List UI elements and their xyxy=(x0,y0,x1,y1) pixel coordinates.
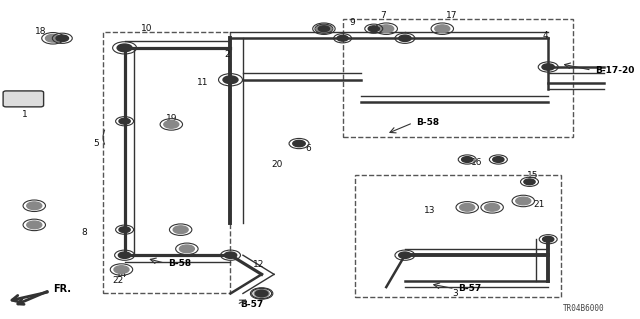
Text: 12: 12 xyxy=(253,260,264,269)
Circle shape xyxy=(368,26,380,32)
Circle shape xyxy=(399,35,411,41)
Bar xyxy=(342,19,573,137)
Circle shape xyxy=(516,197,531,205)
Circle shape xyxy=(337,35,348,41)
Text: B-58: B-58 xyxy=(416,118,439,127)
Circle shape xyxy=(524,179,535,185)
Text: 22: 22 xyxy=(113,276,124,285)
Text: B-57: B-57 xyxy=(458,284,481,293)
Circle shape xyxy=(119,118,130,124)
Text: TR04B6000: TR04B6000 xyxy=(563,304,604,313)
Circle shape xyxy=(399,252,411,258)
Text: 4: 4 xyxy=(542,31,548,40)
Circle shape xyxy=(56,35,68,41)
Circle shape xyxy=(435,25,450,33)
Circle shape xyxy=(45,34,60,42)
Text: 19: 19 xyxy=(166,114,177,122)
Circle shape xyxy=(114,266,129,273)
Bar xyxy=(355,175,561,297)
Circle shape xyxy=(254,290,269,297)
Text: 5: 5 xyxy=(93,139,99,148)
Circle shape xyxy=(542,64,554,70)
Circle shape xyxy=(117,44,132,52)
Circle shape xyxy=(484,204,500,211)
Circle shape xyxy=(461,157,473,162)
Text: 13: 13 xyxy=(424,206,436,215)
FancyBboxPatch shape xyxy=(3,91,44,107)
Text: 1: 1 xyxy=(22,110,28,119)
Circle shape xyxy=(493,157,504,162)
Text: B-17-20: B-17-20 xyxy=(595,66,634,75)
Text: FR.: FR. xyxy=(12,284,71,302)
Text: 20: 20 xyxy=(271,160,283,169)
Text: 15: 15 xyxy=(527,171,538,180)
Text: 3: 3 xyxy=(452,289,458,298)
Circle shape xyxy=(119,227,130,233)
Text: 9: 9 xyxy=(349,18,355,27)
Bar xyxy=(103,32,230,293)
Text: 10: 10 xyxy=(141,24,152,33)
Circle shape xyxy=(292,140,305,147)
Text: B-57: B-57 xyxy=(240,300,263,309)
Circle shape xyxy=(118,252,131,258)
Circle shape xyxy=(173,226,188,234)
Circle shape xyxy=(379,25,394,33)
Circle shape xyxy=(318,26,330,32)
Circle shape xyxy=(316,25,332,33)
Text: 21: 21 xyxy=(533,200,545,209)
Circle shape xyxy=(179,245,195,253)
Text: 16: 16 xyxy=(471,158,483,167)
Text: 8: 8 xyxy=(81,228,87,237)
Circle shape xyxy=(255,290,268,297)
Circle shape xyxy=(460,204,475,211)
Text: 2: 2 xyxy=(225,50,230,59)
Text: B-58: B-58 xyxy=(168,259,191,268)
Text: 11: 11 xyxy=(196,78,208,87)
Circle shape xyxy=(223,76,238,84)
Text: 17: 17 xyxy=(446,11,458,20)
Circle shape xyxy=(27,202,42,210)
Circle shape xyxy=(164,121,179,128)
Text: 6: 6 xyxy=(305,144,311,153)
Text: 14: 14 xyxy=(116,270,127,279)
Circle shape xyxy=(224,252,237,258)
Text: 7: 7 xyxy=(380,11,386,20)
Circle shape xyxy=(543,236,554,242)
Circle shape xyxy=(27,221,42,229)
Text: 18: 18 xyxy=(35,27,46,36)
